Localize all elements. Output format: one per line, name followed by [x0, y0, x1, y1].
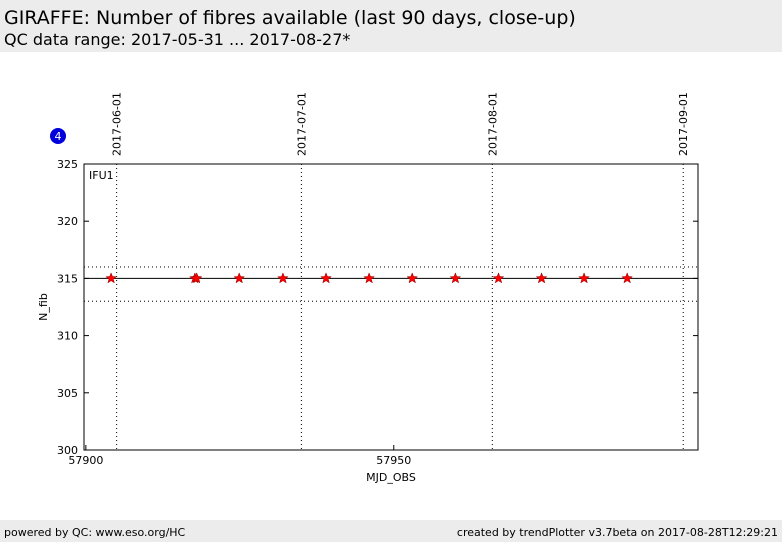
top-tick-label: 2017-09-01 — [677, 92, 690, 156]
x-axis-label: MJD_OBS — [366, 471, 416, 484]
y-tick-label: 305 — [57, 387, 78, 400]
footer-left: powered by QC: www.eso.org/HC — [4, 526, 186, 539]
y-tick-label: 325 — [57, 158, 78, 171]
point — [406, 272, 419, 284]
point — [277, 272, 289, 284]
badge — [50, 128, 66, 144]
x-tick-label: 57950 — [376, 454, 411, 467]
y-tick-label: 300 — [57, 444, 78, 457]
y-tick-label: 320 — [57, 215, 78, 228]
point — [492, 272, 505, 284]
point — [621, 272, 634, 284]
top-tick-label: 2017-06-01 — [111, 92, 124, 156]
chart-subtitle: QC data range: 2017-05-31 ... 2017-08-27… — [4, 30, 350, 49]
footer-band — [0, 520, 782, 542]
y-tick-label: 310 — [57, 330, 78, 343]
top-tick-label: 2017-07-01 — [295, 92, 308, 156]
point — [578, 272, 590, 284]
point — [190, 272, 203, 284]
plot-frame — [83, 163, 699, 451]
annotation: IFU1 — [89, 169, 114, 182]
header-band — [0, 0, 782, 52]
badge-label: 4 — [55, 130, 62, 143]
x-tick-label: 57900 — [68, 454, 103, 467]
top-tick-label: 2017-08-01 — [486, 92, 499, 156]
y-tick-label: 315 — [57, 272, 78, 285]
point — [363, 272, 376, 284]
point — [233, 272, 246, 284]
footer-right: created by trendPlotter v3.7beta on 2017… — [457, 526, 778, 539]
point — [320, 272, 332, 284]
chart-title: GIRAFFE: Number of fibres available (las… — [4, 7, 576, 29]
point — [105, 272, 117, 284]
y-axis-label: N_fib — [37, 293, 50, 321]
point — [449, 272, 462, 284]
point — [535, 272, 548, 284]
